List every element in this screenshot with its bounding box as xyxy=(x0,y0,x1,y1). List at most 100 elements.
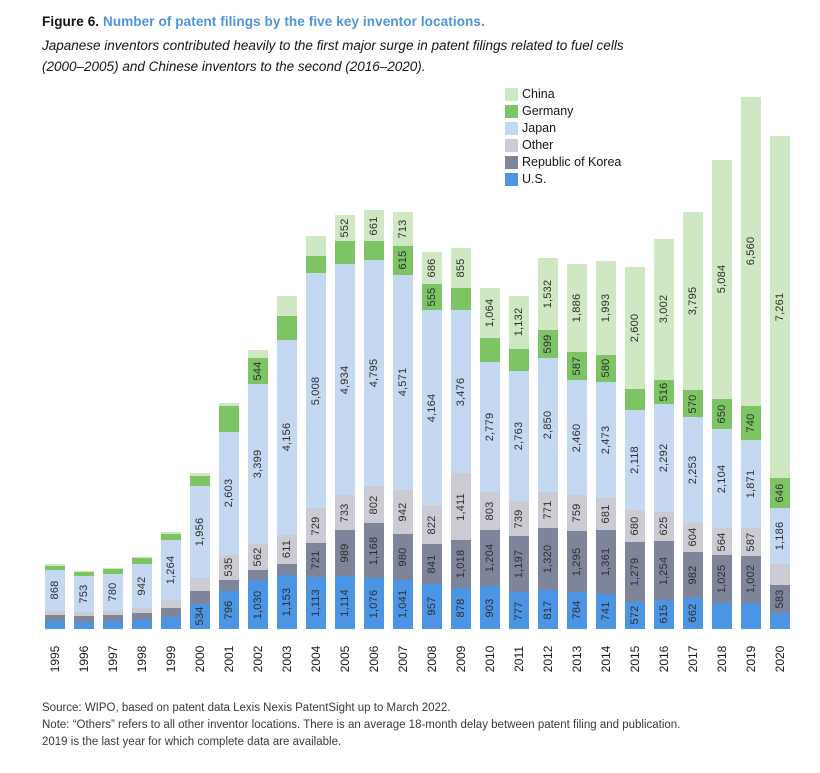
segment-value-label: 1,025 xyxy=(716,564,728,594)
segment-republic-of-korea-2001 xyxy=(219,579,239,592)
legend-label-japan: Japan xyxy=(522,121,557,136)
segment-value-label: 841 xyxy=(426,554,438,574)
segment-other-2011: 739 xyxy=(509,501,529,537)
x-axis-label-2011: 2011 xyxy=(509,633,529,685)
segment-value-label: 580 xyxy=(600,358,612,378)
figure-header: Figure 6. Number of patent filings by th… xyxy=(0,0,820,78)
bar-stack-2018: 5,084 650 2,104 564 1,025 xyxy=(712,159,732,629)
bar-stack-2011: 1,132 2,763 739 1,197 777 xyxy=(509,295,529,629)
segment-other-2009: 1,411 xyxy=(451,473,471,540)
segment-japan-2015: 2,118 xyxy=(625,410,645,510)
segment-germany-2014: 580 xyxy=(596,354,616,382)
year-label: 2010 xyxy=(483,645,497,673)
segment-value-label: 4,795 xyxy=(368,358,380,388)
segment-value-label: 741 xyxy=(600,601,612,621)
bar-stack-2002: 544 3,399 562 1,030 xyxy=(248,350,268,629)
segment-china-2005: 552 xyxy=(335,214,355,241)
segment-value-label: 587 xyxy=(745,532,757,552)
segment-republic-of-korea-2003 xyxy=(277,563,297,575)
year-label: 1999 xyxy=(164,645,178,673)
bar-2008: 686 555 4,164 822 841 957 xyxy=(422,251,442,629)
segment-u-s-2020 xyxy=(770,612,790,629)
segment-value-label: 713 xyxy=(397,219,409,239)
segment-value-label: 1,030 xyxy=(252,590,264,619)
segment-value-label: 555 xyxy=(426,287,438,307)
bar-stack-2016: 3,002 516 2,292 625 1,254 615 xyxy=(654,238,674,629)
segment-china-2003 xyxy=(277,295,297,317)
segment-u-s-2007: 1,041 xyxy=(393,579,413,629)
bar-2006: 661 4,795 802 1,168 1,076 xyxy=(364,210,384,629)
segment-value-label: 753 xyxy=(78,584,90,604)
segment-value-label: 784 xyxy=(571,600,583,620)
segment-germany-2004 xyxy=(306,256,326,273)
x-axis-label-2002: 2002 xyxy=(248,633,268,685)
year-label: 1998 xyxy=(135,645,149,673)
segment-republic-of-korea-2018: 1,025 xyxy=(712,554,732,603)
legend-label-other: Other xyxy=(522,138,554,153)
segment-value-label: 780 xyxy=(107,582,119,602)
year-label: 2018 xyxy=(715,645,729,673)
legend-swatch-japan xyxy=(505,121,518,135)
segment-republic-of-korea-1998 xyxy=(132,613,152,620)
source-line: Source: WIPO, based on patent data Lexis… xyxy=(42,701,451,714)
segment-republic-of-korea-2017: 982 xyxy=(683,551,703,598)
legend-item-u-s: U.S. xyxy=(505,171,621,188)
segment-value-label: 625 xyxy=(658,516,670,536)
bar-2012: 1,532 599 2,850 771 1,320 817 xyxy=(538,258,558,629)
source-note: Source: WIPO, based on patent data Lexis… xyxy=(0,696,820,752)
segment-value-label: 868 xyxy=(49,580,61,600)
bar-stack-2009: 855 3,476 1,411 1,018 878 xyxy=(451,248,471,629)
segment-china-2019: 6,560 xyxy=(741,97,761,406)
legend-item-germany: Germany xyxy=(505,103,621,120)
segment-other-2019: 587 xyxy=(741,528,761,556)
x-axis-label-2019: 2019 xyxy=(741,633,761,685)
bar-2003: 4,156 611 1,153 xyxy=(277,295,297,629)
segment-u-s-2009: 878 xyxy=(451,587,471,629)
segment-u-s-2010: 903 xyxy=(480,586,500,629)
segment-value-label: 982 xyxy=(687,565,699,585)
bar-2014: 1,993 580 2,473 681 1,361 741 xyxy=(596,260,616,629)
segment-republic-of-korea-1995 xyxy=(45,615,65,622)
segment-value-label: 1,113 xyxy=(310,588,322,617)
bar-1996: 753 xyxy=(74,570,94,629)
segment-value-label: 1,264 xyxy=(165,555,177,585)
segment-other-2016: 625 xyxy=(654,511,674,542)
segment-value-label: 583 xyxy=(774,589,786,609)
segment-value-label: 552 xyxy=(339,218,351,238)
segment-republic-of-korea-2006: 1,168 xyxy=(364,523,384,579)
bar-2018: 5,084 650 2,104 564 1,025 xyxy=(712,159,732,629)
figure-title: Number of patent filings by the five key… xyxy=(103,14,485,29)
segment-china-2010: 1,064 xyxy=(480,288,500,339)
segment-value-label: 903 xyxy=(484,598,496,618)
segment-value-label: 729 xyxy=(310,516,322,535)
segment-germany-2001 xyxy=(219,406,239,433)
bar-1995: 868 xyxy=(45,564,65,629)
segment-value-label: 3,476 xyxy=(455,377,467,407)
segment-japan-1999: 1,264 xyxy=(161,540,181,600)
segment-japan-2013: 2,460 xyxy=(567,379,587,496)
segment-germany-2009 xyxy=(451,288,471,311)
bar-stack-2000: 1,956 534 xyxy=(190,473,210,629)
segment-value-label: 796 xyxy=(223,600,235,620)
legend-label-germany: Germany xyxy=(522,104,574,119)
segment-value-label: 1,018 xyxy=(455,549,467,578)
segment-value-label: 733 xyxy=(339,503,351,523)
segment-republic-of-korea-1996 xyxy=(74,616,94,622)
segment-value-label: 6,560 xyxy=(745,237,757,266)
segment-value-label: 686 xyxy=(426,258,438,278)
legend-swatch-republic-of-korea xyxy=(505,155,518,169)
segment-germany-1999 xyxy=(161,533,181,541)
x-axis-label-2006: 2006 xyxy=(364,633,384,685)
year-label: 2009 xyxy=(454,645,468,673)
x-axis-label-2007: 2007 xyxy=(393,633,413,685)
segment-value-label: 2,253 xyxy=(687,455,699,485)
segment-other-2008: 822 xyxy=(422,505,442,545)
segment-value-label: 4,934 xyxy=(339,365,351,394)
segment-germany-2006 xyxy=(364,241,384,261)
bar-stack-2020: 7,261 646 1,186 583 xyxy=(770,136,790,629)
legend-item-japan: Japan xyxy=(505,120,621,137)
segment-value-label: 1,168 xyxy=(368,536,380,566)
segment-germany-2005 xyxy=(335,240,355,264)
segment-value-label: 5,008 xyxy=(310,376,322,405)
segment-value-label: 516 xyxy=(658,382,670,402)
